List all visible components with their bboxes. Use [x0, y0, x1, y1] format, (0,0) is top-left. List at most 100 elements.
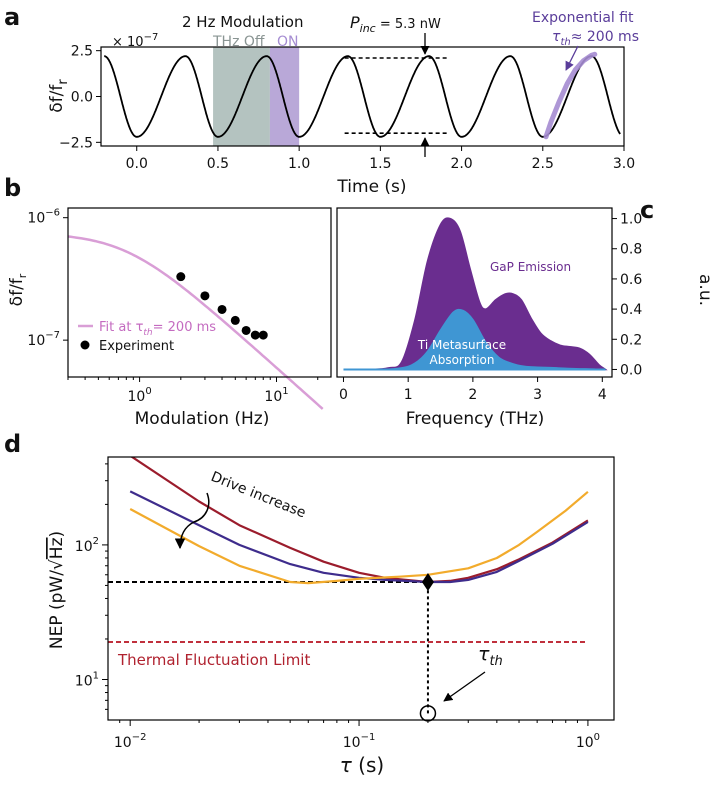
d-series-0 [130, 457, 589, 584]
d-xtick-label-2: 100 [576, 732, 600, 751]
c-xtick-label-2: 2 [468, 387, 477, 403]
d-tau-label: τth [478, 643, 503, 669]
c-ytick-label-5: 1.0 [620, 212, 642, 228]
b-point-5 [250, 330, 260, 340]
b-ytick-label-1: 10−6 [27, 208, 60, 227]
c-y-ticks: 0.0 0.2 0.4 0.6 0.8 1.0 [612, 212, 642, 378]
a-x-ticks: 0.0 0.5 1.0 1.5 2.0 2.5 3.0 [126, 146, 635, 172]
a-ytick-label-2: 2.5 [71, 44, 93, 60]
b-fit-line [67, 235, 324, 410]
panel-label-c: c [640, 196, 654, 224]
d-ytick-label-0: 101 [75, 670, 99, 689]
c-absorption-label-1: Ti Metasurface [417, 338, 506, 352]
b-point-0 [176, 272, 186, 282]
d-xtick-label-1: 10−1 [343, 732, 376, 751]
b-legend-fit-label: Fit at τth= 200 ms [99, 320, 216, 338]
a-power-label: Pinc = 5.3 nW [350, 13, 441, 35]
c-emission-label: GaP Emission [490, 260, 571, 274]
a-xtick-label-2: 1.0 [288, 156, 310, 172]
b-ytick-label-0: 10−7 [27, 330, 60, 349]
a-x-axis-label: Time (s) [336, 177, 406, 197]
b-axes-frame [67, 207, 332, 378]
a-modulation-title: 2 Hz Modulation [182, 13, 303, 31]
a-y-axis-label: δf/fr [47, 79, 71, 113]
c-axes-frame [336, 207, 613, 378]
c-area-layer [343, 217, 608, 371]
panel-d: 10−2 10−1 100 101 102 Drive increase Therma… [47, 456, 615, 777]
panel-label-b: b [4, 174, 21, 202]
a-xtick-label-1: 0.5 [207, 156, 229, 172]
c-y-axis-label: a.u. [695, 274, 713, 306]
c-xtick-label-4: 4 [598, 387, 607, 403]
panel-label-a: a [4, 3, 20, 31]
a-xtick-label-4: 2.0 [450, 156, 472, 172]
panel-label-d: d [4, 430, 21, 458]
d-y-axis-label: NEP (pW/√Hz) [47, 531, 67, 649]
c-ytick-label-4: 0.8 [620, 242, 642, 258]
d-x-ticks: 10−2 10−1 100 [114, 720, 600, 751]
b-x-ticks: 100 101 [67, 377, 319, 405]
c-xtick-label-0: 0 [339, 387, 348, 403]
d-x-axis-label: τ (s) [340, 753, 384, 777]
a-xtick-label-6: 3.0 [613, 156, 635, 172]
a-xtick-label-5: 2.5 [532, 156, 554, 172]
a-fit-line [543, 51, 598, 140]
b-legend-experiment-label: Experiment [99, 339, 174, 354]
a-fit-tau: τth≈ 200 ms [552, 29, 639, 48]
a-ytick-label-0: −2.5 [59, 135, 93, 151]
a-fit-layer [543, 51, 598, 140]
c-ytick-label-0: 0.0 [620, 362, 642, 378]
d-y-ticks: 101 102 [75, 463, 108, 710]
a-fit-title: Exponential fit [532, 10, 634, 26]
b-point-6 [258, 330, 268, 340]
b-fit-layer [67, 235, 324, 410]
b-experiment-points [176, 272, 268, 340]
c-xtick-label-1: 1 [404, 387, 413, 403]
b-point-1 [200, 291, 210, 301]
d-diamond-marker [421, 573, 434, 592]
d-tau-arrow [443, 671, 486, 702]
b-point-3 [230, 315, 240, 325]
d-ytick-label-1: 102 [75, 536, 99, 555]
c-ytick-label-1: 0.2 [620, 332, 642, 348]
d-series-layer [129, 457, 589, 585]
b-point-4 [241, 325, 251, 335]
b-x-axis-label: Modulation (Hz) [135, 409, 270, 429]
d-thermal-label: Thermal Fluctuation Limit [117, 651, 310, 669]
b-xtick-label-1: 101 [264, 386, 288, 405]
panel-b: 100 101 10−7 10−6 Fit at τth= 200 ms Exper… [7, 207, 332, 429]
b-legend: Fit at τth= 200 ms Experiment [78, 320, 216, 354]
c-x-ticks: 0 1 2 3 4 [339, 377, 607, 403]
b-legend-experiment-swatch [80, 340, 90, 350]
panel-a: 0.0 0.5 1.0 1.5 2.0 2.5 3.0 −2.50.02.5 × 10−7 … [47, 10, 639, 197]
d-drive-increase-label: Drive increase [209, 469, 308, 522]
b-y-ticks: 10−7 10−6 [27, 208, 68, 349]
c-area-0 [343, 217, 608, 371]
a-signal-layer [104, 55, 621, 138]
a-y-ticks: −2.5 0.0 2.5 [59, 44, 101, 151]
panel-c: 0 1 2 3 4 0.0 0.2 0.4 0.6 0.8 1.0 GaP Emission Ti… [336, 207, 713, 429]
a-y-multiplier: × 10−7 [112, 32, 158, 50]
c-area-1 [343, 308, 606, 371]
d-series-1 [129, 490, 589, 584]
d-reference-lines [108, 581, 588, 714]
a-signal-line [104, 55, 621, 138]
b-point-2 [217, 304, 227, 314]
a-region-1 [269, 47, 300, 146]
d-series-2 [129, 490, 589, 585]
b-y-axis-label: δf/fr [7, 273, 29, 306]
d-drive-arrow [174, 492, 210, 550]
a-on-label: ON [277, 34, 299, 50]
c-xtick-label-3: 3 [533, 387, 542, 403]
c-ytick-label-3: 0.6 [620, 272, 642, 288]
c-ytick-label-2: 0.4 [620, 302, 642, 318]
c-x-axis-label: Frequency (THz) [406, 409, 545, 429]
a-reference-lines [344, 57, 449, 134]
a-thz-off-label: THz Off [212, 34, 265, 50]
d-xtick-label-0: 10−2 [114, 732, 147, 751]
b-xtick-label-0: 100 [127, 386, 151, 405]
a-ytick-label-1: 0.0 [71, 90, 93, 106]
c-absorption-label-2: Absorption [430, 353, 495, 367]
a-xtick-label-0: 0.0 [126, 156, 148, 172]
